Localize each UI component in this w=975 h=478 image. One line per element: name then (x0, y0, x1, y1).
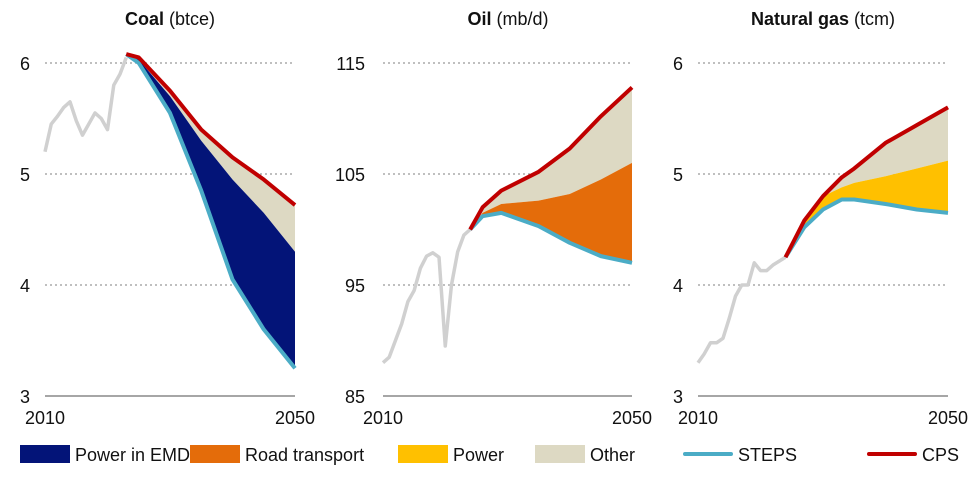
area-other (785, 107, 948, 258)
y-tick-label: 115 (336, 54, 365, 74)
panel-title: Natural gas (tcm) (751, 9, 895, 29)
y-tick-label: 6 (20, 54, 30, 74)
y-tick-label: 5 (673, 165, 683, 185)
line-historical (696, 255, 787, 364)
line-steps (468, 210, 633, 265)
line-cps (783, 105, 949, 259)
legend-swatch-power (398, 445, 448, 463)
legend-label: Power in EMDE (75, 445, 202, 465)
line-steps (783, 197, 949, 259)
panel-natural-gas: Natural gas (tcm) 3 4 5 6 2010 2050 (673, 9, 968, 428)
legend-swatch-power-in-emde (20, 445, 70, 463)
x-tick-label: 2010 (678, 408, 718, 428)
line-steps (125, 52, 297, 370)
legend-label: Road transport (245, 445, 364, 465)
y-tick-label: 3 (20, 387, 30, 407)
x-tick-label: 2050 (612, 408, 652, 428)
legend-label: Power (453, 445, 504, 465)
line-historical (381, 228, 472, 365)
y-tick-label: 5 (20, 165, 30, 185)
panel-title-unit: (btce) (169, 9, 215, 29)
panel-title-unit: (mb/d) (497, 9, 549, 29)
area-power (785, 160, 948, 258)
x-tick-label: 2050 (275, 408, 315, 428)
panel-title-bold: Coal (125, 9, 169, 29)
y-tick-label: 6 (673, 54, 683, 74)
y-tick-label: 95 (345, 276, 365, 296)
y-tick-label: 85 (345, 387, 365, 407)
area-road-transport (470, 162, 632, 263)
panel-oil: Oil (mb/d) 85 95 105 115 2010 2050 (335, 9, 652, 428)
y-tick-label: 4 (673, 276, 683, 296)
y-tick-label: 105 (335, 165, 365, 185)
panel-title: Oil (mb/d) (467, 9, 548, 29)
legend: Power in EMDE Road transport Power Other STE… (20, 445, 959, 465)
legend-swatch-road-transport (190, 445, 240, 463)
area-power-in-emde (126, 54, 295, 369)
x-tick-label: 2010 (25, 408, 65, 428)
line-historical (43, 56, 128, 153)
legend-label: Other (590, 445, 635, 465)
legend-label: STEPS (738, 445, 797, 465)
panel-title-bold: Oil (467, 9, 496, 29)
panel-title-unit: (tcm) (854, 9, 895, 29)
panel-coal: Coal (btce) 3 4 5 6 2010 2050 (20, 9, 315, 428)
legend-label: CPS (922, 445, 959, 465)
y-tick-label: 4 (20, 276, 30, 296)
legend-swatch-other (535, 445, 585, 463)
y-tick-label: 3 (673, 387, 683, 407)
x-tick-label: 2050 (928, 408, 968, 428)
area-other (470, 87, 632, 230)
panel-title-bold: Natural gas (751, 9, 854, 29)
panel-title: Coal (btce) (125, 9, 215, 29)
line-cps (468, 85, 634, 231)
line-cps (125, 52, 297, 207)
x-tick-label: 2010 (363, 408, 403, 428)
